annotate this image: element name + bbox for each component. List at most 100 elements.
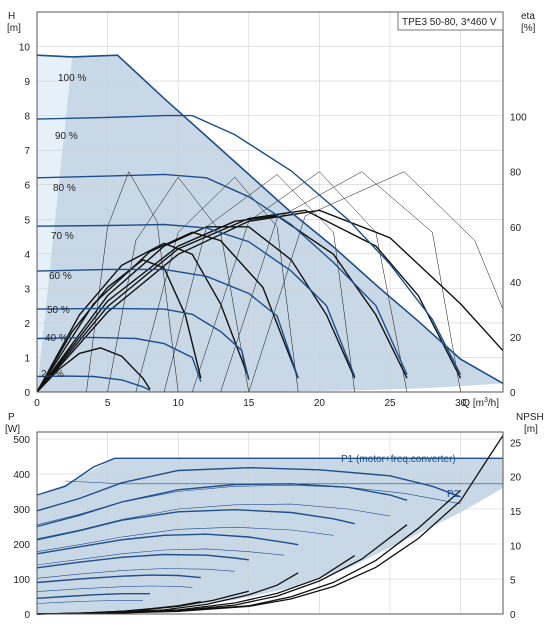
power-plot-frame (36, 431, 504, 615)
y-tick-label: 9 (24, 77, 30, 88)
x-tick-label: 0 (34, 398, 40, 409)
x-tick-label: 25 (384, 398, 396, 409)
power-npsh-chart-panel: 0 100 200 300 400 500 0 5 10 15 20 25 P[W] NPSH[m] P1 … (5, 412, 544, 621)
p-axis-label: P (8, 412, 15, 423)
y2-tick-label: 40 (510, 278, 522, 289)
efficiency-curve (36, 209, 462, 393)
y-tick-label: 4 (24, 250, 30, 261)
p1-curve (36, 466, 461, 512)
p2-curve (36, 526, 334, 552)
p2-curve (36, 585, 193, 592)
p-tick-label: 400 (13, 470, 30, 481)
npsh-tick-label: 0 (510, 610, 516, 621)
p1-curve (36, 553, 249, 569)
p-axis-unit: [W] (5, 424, 20, 435)
efficiency-curve (36, 226, 356, 393)
efficiency-curve (36, 259, 202, 393)
p-tick-label: 0 (24, 610, 30, 621)
power-operating-range-area (37, 458, 503, 614)
y-tick-label: 7 (24, 146, 30, 157)
npsh-tick-label: 10 (510, 541, 522, 552)
y2-tick-label: 60 (510, 223, 522, 234)
p-tick-label: 300 (13, 505, 30, 516)
p1-curve (36, 483, 408, 528)
x-axis-label: Q [m3/h] (462, 397, 499, 409)
p2-curve (36, 600, 143, 604)
speed-label: 21 % (41, 369, 64, 380)
p-tick-label: 200 (13, 540, 30, 551)
npsh-tick-label: 25 (510, 438, 522, 449)
head-curve (36, 268, 299, 379)
y-tick-label: 6 (24, 181, 30, 192)
y-tick-label: 10 (19, 43, 31, 54)
x-tick-label: 5 (105, 398, 111, 409)
y-tick-label: 0 (24, 388, 30, 399)
x-axis-label-prefix: Q [m (462, 398, 484, 409)
y2-tick-label: 100 (510, 113, 527, 124)
x-tick-label: 15 (243, 398, 255, 409)
y-axis-unit: [m] (7, 23, 21, 34)
p1-curve (36, 593, 150, 599)
operating-range-light-area (37, 55, 73, 392)
npsh-tick-label: 20 (510, 473, 522, 484)
y2-axis-label: eta (521, 11, 535, 22)
legend-p2: P2 (447, 489, 460, 500)
p1-curve (36, 574, 201, 584)
p1-curve (36, 457, 503, 496)
x-axis-label-sup: 3 (484, 397, 488, 404)
p2-curve (36, 568, 235, 579)
head-curve (36, 336, 202, 382)
y-tick-label: 2 (24, 319, 30, 330)
efficiency-curve (36, 215, 408, 393)
speed-label: 40 % (45, 333, 68, 344)
npsh-tick-label: 15 (510, 507, 522, 518)
head-curve (36, 375, 151, 391)
head-curve (36, 307, 250, 381)
speed-label: 50 % (47, 305, 70, 316)
p-tick-label: 100 (13, 575, 30, 586)
efficiency-thin-curve (163, 174, 355, 393)
y-tick-label: 3 (24, 284, 30, 295)
y-tick-label: 5 (24, 215, 30, 226)
y2-tick-label: 20 (510, 333, 522, 344)
efficiency-thin-curve (248, 171, 504, 393)
speed-label: 100 % (58, 73, 86, 84)
p-tick-label: 500 (13, 435, 30, 446)
legend-p1: P1 (motor+freq.converter) (341, 454, 456, 465)
npsh-curve (36, 572, 299, 615)
efficiency-curve (36, 209, 504, 393)
efficiency-thin-curve (192, 171, 408, 393)
title-box (397, 11, 504, 31)
p1-curve (36, 508, 355, 541)
npsh-tick-label: 5 (510, 576, 516, 587)
operating-range-area (37, 55, 503, 392)
head-plot-frame (36, 11, 504, 393)
speed-label: 80 % (53, 183, 76, 194)
x-tick-label: 30 (455, 398, 467, 409)
efficiency-curve (36, 347, 151, 393)
speed-label: 70 % (51, 231, 74, 242)
chart-title: TPE3 50-80, 3*460 V (402, 17, 497, 28)
head-chart-panel: 100 % 90 % 80 % 70 % 60 % 50 % 40 % 21 % TPE3 50… (7, 11, 536, 409)
x-tick-label: 20 (314, 398, 326, 409)
y-axis-label: H (8, 11, 15, 22)
y2-tick-label: 0 (510, 388, 516, 399)
head-curve (36, 223, 356, 377)
head-curve (36, 114, 462, 376)
efficiency-curve (36, 242, 250, 393)
head-curve (36, 173, 408, 375)
x-tick-label: 10 (173, 398, 185, 409)
p1-curve (36, 533, 299, 555)
efficiency-thin-curve (86, 171, 179, 393)
y2-tick-label: 80 (510, 168, 522, 179)
y2-axis-unit: [%] (521, 23, 536, 34)
y-tick-label: 1 (24, 353, 30, 364)
head-curve (36, 54, 504, 385)
speed-label: 90 % (55, 131, 78, 142)
p2-curve (36, 548, 285, 566)
y-tick-label: 8 (24, 112, 30, 123)
speed-label: 60 % (49, 271, 72, 282)
npsh-axis-label: NPSH (516, 412, 544, 423)
